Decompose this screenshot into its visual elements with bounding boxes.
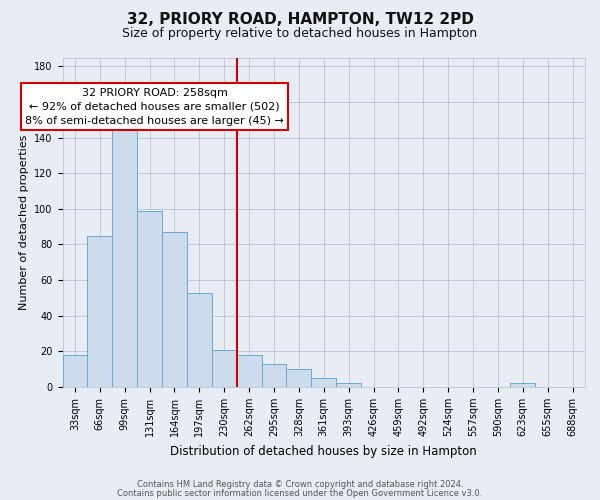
Bar <box>137 210 162 387</box>
Bar <box>162 232 187 387</box>
Bar <box>88 236 112 387</box>
Text: Contains public sector information licensed under the Open Government Licence v3: Contains public sector information licen… <box>118 488 482 498</box>
Bar <box>62 355 88 387</box>
Bar <box>212 350 236 387</box>
Y-axis label: Number of detached properties: Number of detached properties <box>19 134 29 310</box>
Bar <box>311 378 336 387</box>
Bar <box>511 384 535 387</box>
Bar <box>336 384 361 387</box>
Text: 32, PRIORY ROAD, HAMPTON, TW12 2PD: 32, PRIORY ROAD, HAMPTON, TW12 2PD <box>127 12 473 28</box>
Text: 32 PRIORY ROAD: 258sqm
← 92% of detached houses are smaller (502)
8% of semi-det: 32 PRIORY ROAD: 258sqm ← 92% of detached… <box>25 88 284 126</box>
Bar <box>236 355 262 387</box>
X-axis label: Distribution of detached houses by size in Hampton: Distribution of detached houses by size … <box>170 444 477 458</box>
Bar <box>286 369 311 387</box>
Text: Size of property relative to detached houses in Hampton: Size of property relative to detached ho… <box>122 28 478 40</box>
Bar <box>262 364 286 387</box>
Bar <box>112 125 137 387</box>
Text: Contains HM Land Registry data © Crown copyright and database right 2024.: Contains HM Land Registry data © Crown c… <box>137 480 463 489</box>
Bar <box>187 292 212 387</box>
